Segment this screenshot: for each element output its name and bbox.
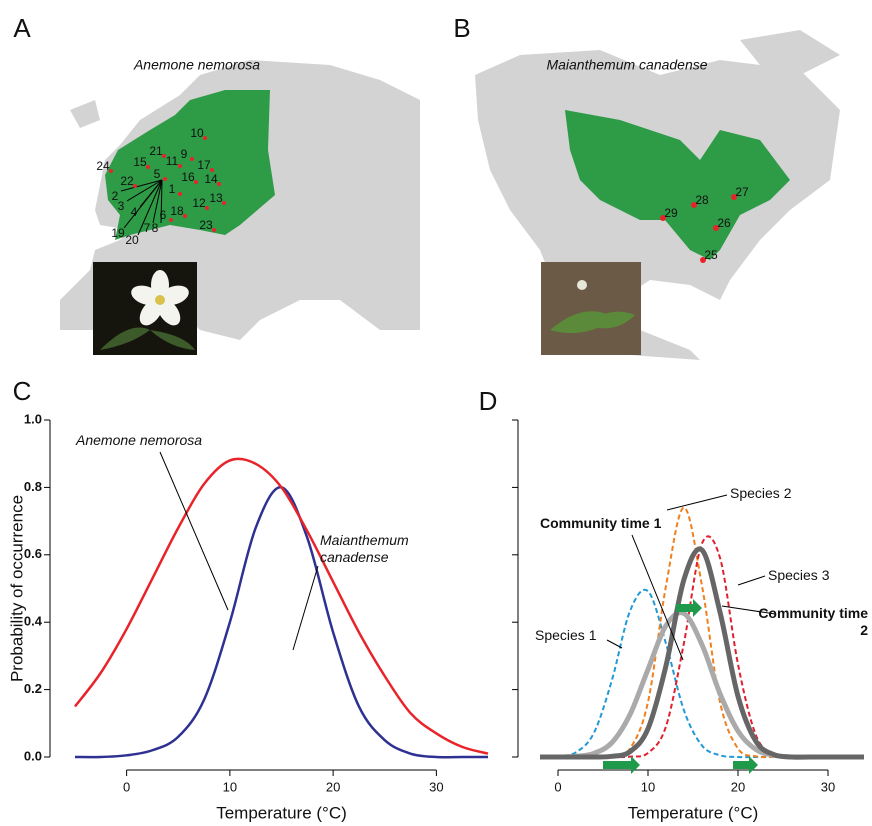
map-title: Maianthemum canadense [546, 57, 707, 73]
annotation-leader [160, 452, 228, 610]
y-axis-label: Probability of occurrence [7, 495, 26, 682]
x-tick-label: 20 [326, 779, 340, 794]
annotation-leader [738, 576, 765, 585]
site-label: 10 [190, 126, 204, 140]
annotation-leader [667, 495, 727, 510]
x-tick-label: 10 [641, 779, 655, 794]
site-label: 5 [154, 167, 161, 181]
panel-label: A [13, 13, 31, 43]
site-label: 3 [118, 199, 125, 213]
site-dot [178, 192, 182, 196]
photo-flower [577, 280, 587, 290]
y-tick-label: 0.2 [24, 681, 42, 696]
site-label: 16 [181, 170, 195, 184]
panel-label: D [479, 386, 498, 416]
land [70, 100, 100, 128]
site-label: 22 [120, 174, 134, 188]
site-label: 27 [735, 185, 749, 199]
series-annotation: Anemone nemorosa [76, 432, 202, 449]
site-label: 17 [197, 158, 211, 172]
site-label: 13 [209, 191, 223, 205]
y-tick-label: 0.4 [24, 614, 43, 629]
series-line [75, 487, 488, 757]
site-label: 9 [181, 147, 188, 161]
site-label: 24 [96, 159, 110, 173]
site-label: 19 [111, 226, 125, 240]
site-label: 28 [695, 193, 709, 207]
x-tick-label: 10 [223, 779, 237, 794]
annotation-leader [607, 640, 622, 648]
shift-arrow [733, 756, 758, 774]
figure-canvas: ABCDAnemone nemorosa12345678910111213141… [0, 0, 872, 826]
map-title: Anemone nemorosa [133, 57, 260, 73]
panel-label: C [13, 376, 32, 406]
figure: ABCDAnemone nemorosa12345678910111213141… [0, 0, 872, 826]
series-annotation: Community time 1 [540, 515, 661, 532]
photo [541, 262, 641, 355]
site-label: 1 [169, 182, 176, 196]
x-tick-label: 20 [731, 779, 745, 794]
y-tick-label: 1.0 [24, 411, 42, 426]
site-dot [169, 218, 173, 222]
site-label: 7 [144, 221, 151, 235]
site-label: 12 [192, 196, 206, 210]
series-annotation: Species 2 [730, 485, 791, 502]
site-label: 11 [166, 154, 179, 168]
site-label: 26 [717, 216, 731, 230]
x-axis-label: Temperature (°C) [628, 803, 759, 822]
site-label: 15 [133, 155, 147, 169]
series-annotation: Species 1 [535, 627, 596, 644]
series-annotation: Species 3 [768, 567, 829, 584]
y-tick-label: 0.8 [24, 479, 42, 494]
site-label: 29 [664, 206, 678, 220]
x-tick-label: 30 [821, 779, 835, 794]
x-tick-label: 0 [123, 779, 130, 794]
series-annotation: Maianthemum canadense [320, 532, 430, 566]
site-label: 23 [199, 218, 213, 232]
series-line [75, 459, 488, 754]
x-tick-label: 0 [554, 779, 561, 794]
x-axis-label: Temperature (°C) [216, 803, 347, 822]
site-label: 20 [125, 233, 139, 247]
site-dot [178, 164, 182, 168]
site-label: 25 [704, 248, 718, 262]
site-label: 18 [170, 204, 184, 218]
site-dot [163, 177, 167, 181]
site-label: 21 [149, 144, 163, 158]
site-label: 14 [204, 172, 218, 186]
y-tick-label: 0.6 [24, 546, 42, 561]
site-label: 8 [152, 221, 159, 235]
y-tick-label: 0.0 [24, 748, 42, 763]
site-dot [190, 157, 194, 161]
x-tick-label: 30 [429, 779, 443, 794]
series-annotation: Community time 2 [758, 605, 868, 639]
panel-label: B [453, 13, 470, 43]
annotation-leader [293, 566, 318, 650]
